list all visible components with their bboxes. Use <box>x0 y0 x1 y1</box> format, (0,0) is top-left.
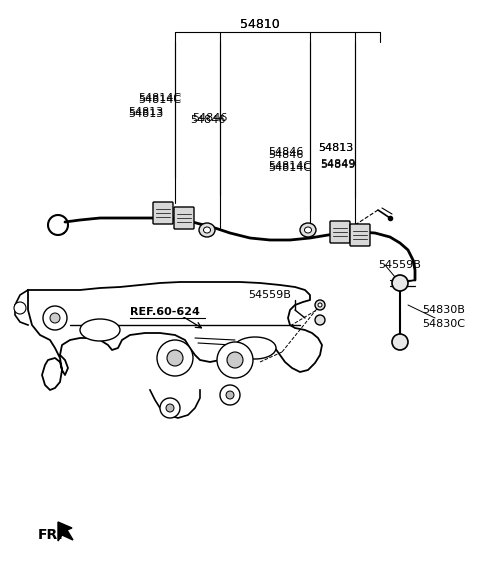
Ellipse shape <box>315 315 325 325</box>
Ellipse shape <box>80 319 120 341</box>
Text: 54830B: 54830B <box>422 305 465 315</box>
Circle shape <box>217 342 253 378</box>
Circle shape <box>227 352 243 368</box>
Text: 54846: 54846 <box>268 147 303 157</box>
Text: 54813: 54813 <box>128 107 163 117</box>
Ellipse shape <box>318 303 322 307</box>
Text: 54814C: 54814C <box>138 93 181 103</box>
Circle shape <box>226 391 234 399</box>
Circle shape <box>157 340 193 376</box>
Circle shape <box>43 306 67 330</box>
Text: 54810: 54810 <box>240 18 280 30</box>
Ellipse shape <box>300 223 316 237</box>
Circle shape <box>166 404 174 412</box>
Polygon shape <box>58 522 73 541</box>
Text: 54559B: 54559B <box>248 290 291 300</box>
Text: FR.: FR. <box>38 528 64 542</box>
Ellipse shape <box>304 227 312 233</box>
Text: 54849: 54849 <box>320 159 356 169</box>
FancyBboxPatch shape <box>153 202 173 224</box>
Text: 54814C: 54814C <box>268 163 311 173</box>
Text: 54559B: 54559B <box>378 260 421 270</box>
Text: 54846: 54846 <box>190 115 226 125</box>
Text: 54810: 54810 <box>240 18 280 30</box>
Circle shape <box>392 334 408 350</box>
Text: 54813: 54813 <box>128 109 163 119</box>
Text: 54846: 54846 <box>268 150 303 160</box>
Text: 54846: 54846 <box>192 113 228 123</box>
Circle shape <box>220 385 240 405</box>
Ellipse shape <box>315 300 325 310</box>
Text: 54813: 54813 <box>318 143 353 153</box>
Text: 54849: 54849 <box>320 160 356 170</box>
Text: 54814C: 54814C <box>268 161 311 171</box>
Text: 54813: 54813 <box>318 143 353 153</box>
Text: 54814C: 54814C <box>138 95 181 105</box>
Polygon shape <box>28 282 322 390</box>
Text: REF.60-624: REF.60-624 <box>130 307 200 317</box>
Circle shape <box>14 302 26 314</box>
Circle shape <box>160 398 180 418</box>
Ellipse shape <box>204 227 211 233</box>
FancyBboxPatch shape <box>174 207 194 229</box>
Circle shape <box>392 275 408 291</box>
Ellipse shape <box>234 337 276 359</box>
Circle shape <box>50 313 60 323</box>
Ellipse shape <box>199 223 215 237</box>
Circle shape <box>167 350 183 366</box>
FancyBboxPatch shape <box>330 221 350 243</box>
Text: 54830C: 54830C <box>422 319 465 329</box>
FancyBboxPatch shape <box>350 224 370 246</box>
